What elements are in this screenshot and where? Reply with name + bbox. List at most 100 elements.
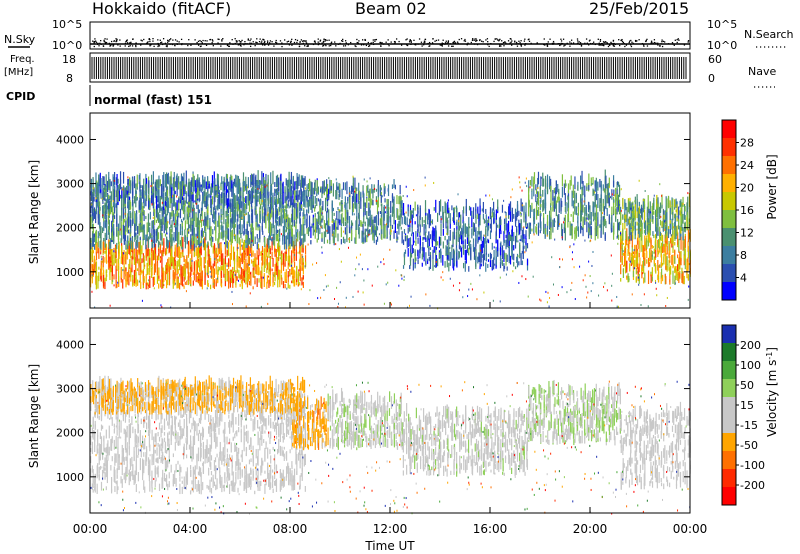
range-cell — [412, 207, 414, 218]
range-cell — [111, 202, 113, 213]
range-cell — [471, 210, 473, 218]
range-cell — [571, 192, 573, 207]
nsky-point — [428, 41, 431, 44]
range-cell — [302, 212, 304, 217]
range-cell — [528, 200, 530, 208]
range-cell — [234, 211, 236, 223]
range-cell — [272, 272, 274, 283]
range-cell — [225, 173, 228, 186]
range-cell — [285, 235, 288, 250]
range-cell — [164, 213, 167, 223]
range-cell — [453, 261, 455, 271]
range-cell — [229, 218, 232, 228]
range-cell — [99, 240, 101, 249]
range-cell — [226, 200, 228, 209]
range-cell — [241, 201, 243, 213]
range-cell — [411, 210, 413, 214]
range-cell — [256, 233, 258, 239]
nsky-point — [520, 45, 523, 47]
range-cell — [204, 193, 206, 207]
range-cell — [429, 254, 432, 269]
range-cell — [458, 236, 461, 250]
range-cell — [252, 286, 254, 290]
range-cell — [93, 196, 95, 202]
range-cell — [113, 231, 115, 236]
range-cell — [280, 194, 282, 209]
range-cell — [281, 193, 284, 207]
nsky-point — [319, 39, 322, 41]
nsky-point — [570, 39, 573, 41]
range-cell — [339, 219, 341, 226]
range-cell — [419, 237, 421, 246]
range-cell — [106, 269, 108, 274]
range-cell — [157, 188, 159, 200]
nsky-point — [497, 39, 499, 41]
range-cell — [92, 199, 94, 208]
range-cell — [558, 196, 560, 202]
range-cell — [187, 205, 190, 215]
range-cell — [237, 175, 240, 187]
range-cell — [407, 224, 409, 228]
nsky-point — [488, 45, 490, 48]
range-cell — [324, 223, 327, 238]
range-cell — [167, 273, 169, 286]
range-cell — [203, 237, 205, 251]
range-cell — [90, 252, 92, 265]
range-cell — [261, 278, 263, 288]
range-cell — [363, 237, 365, 244]
range-cell — [479, 214, 481, 226]
range-cell — [364, 229, 366, 242]
range-cell — [148, 195, 150, 199]
range-cell — [273, 241, 276, 254]
range-cell — [306, 214, 308, 227]
nsky-point — [187, 44, 189, 47]
range-cell — [231, 180, 233, 189]
range-cell — [129, 274, 131, 278]
range-cell — [109, 179, 111, 193]
range-cell — [161, 209, 163, 215]
range-cell — [100, 237, 102, 250]
range-cell — [285, 253, 287, 262]
range-cell — [414, 249, 416, 257]
nsky-point — [630, 45, 633, 48]
range-cell — [158, 270, 160, 281]
range-cell — [563, 183, 565, 195]
range-cell — [400, 196, 402, 206]
range-cell — [344, 227, 346, 235]
range-cell — [295, 190, 297, 198]
range-cell — [122, 224, 125, 239]
range-cell — [236, 243, 238, 251]
range-cell — [224, 262, 226, 276]
nsky-point — [254, 44, 256, 47]
range-cell — [189, 188, 191, 200]
nsky-point — [323, 40, 325, 43]
range-cell — [558, 188, 560, 195]
range-cell — [472, 222, 475, 236]
range-cell — [367, 224, 369, 237]
range-cell — [291, 228, 293, 237]
range-cell — [261, 250, 263, 260]
range-cell — [314, 229, 316, 233]
range-cell — [479, 263, 481, 270]
range-cell — [503, 231, 505, 242]
range-cell — [115, 190, 117, 197]
range-cell — [173, 213, 175, 225]
nsky-point — [305, 40, 307, 42]
range-cell — [478, 236, 480, 241]
range-cell — [111, 228, 113, 233]
range-cell — [174, 268, 176, 279]
range-cell — [145, 191, 148, 199]
nsky-point — [365, 44, 368, 47]
range-cell — [163, 238, 165, 253]
range-cell — [297, 232, 299, 242]
range-cell — [333, 222, 335, 230]
range-cell — [260, 282, 262, 288]
range-cell — [292, 276, 294, 284]
range-cell — [247, 193, 249, 206]
range-cell — [139, 274, 141, 283]
range-cell — [468, 234, 470, 246]
range-cell — [115, 204, 117, 208]
range-cell — [220, 284, 223, 288]
range-cell — [200, 258, 202, 272]
nsky-point — [355, 45, 357, 48]
